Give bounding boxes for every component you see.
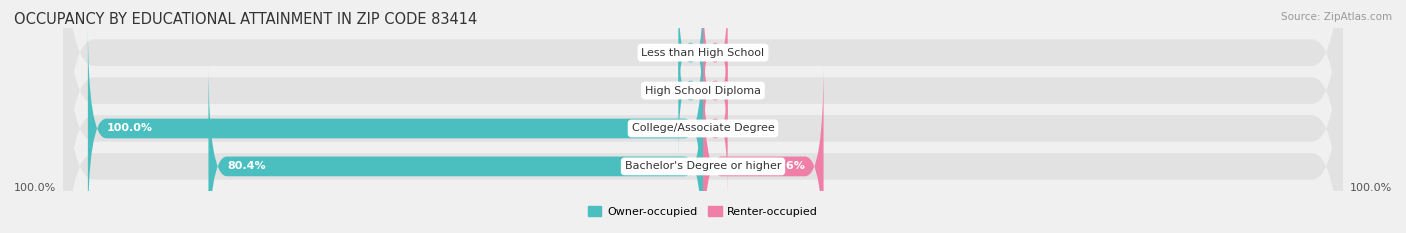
FancyBboxPatch shape <box>703 24 728 157</box>
FancyBboxPatch shape <box>63 0 1343 229</box>
Text: 100.0%: 100.0% <box>14 183 56 193</box>
Text: 80.4%: 80.4% <box>226 161 266 171</box>
Text: Source: ZipAtlas.com: Source: ZipAtlas.com <box>1281 12 1392 22</box>
Text: 100.0%: 100.0% <box>1350 183 1392 193</box>
FancyBboxPatch shape <box>63 0 1343 233</box>
FancyBboxPatch shape <box>703 0 728 119</box>
Text: 19.6%: 19.6% <box>766 161 806 171</box>
Text: 0.0%: 0.0% <box>641 48 669 58</box>
FancyBboxPatch shape <box>703 62 824 233</box>
Text: 0.0%: 0.0% <box>737 48 765 58</box>
FancyBboxPatch shape <box>703 62 728 195</box>
FancyBboxPatch shape <box>678 24 703 157</box>
FancyBboxPatch shape <box>63 0 1343 233</box>
Text: 0.0%: 0.0% <box>737 86 765 96</box>
Text: Bachelor's Degree or higher: Bachelor's Degree or higher <box>624 161 782 171</box>
FancyBboxPatch shape <box>87 24 703 232</box>
FancyBboxPatch shape <box>208 62 703 233</box>
Text: College/Associate Degree: College/Associate Degree <box>631 123 775 134</box>
Text: 100.0%: 100.0% <box>107 123 152 134</box>
Text: 0.0%: 0.0% <box>737 123 765 134</box>
Text: Less than High School: Less than High School <box>641 48 765 58</box>
Legend: Owner-occupied, Renter-occupied: Owner-occupied, Renter-occupied <box>583 202 823 221</box>
Text: High School Diploma: High School Diploma <box>645 86 761 96</box>
Text: 0.0%: 0.0% <box>641 86 669 96</box>
FancyBboxPatch shape <box>63 0 1343 233</box>
Text: OCCUPANCY BY EDUCATIONAL ATTAINMENT IN ZIP CODE 83414: OCCUPANCY BY EDUCATIONAL ATTAINMENT IN Z… <box>14 12 477 27</box>
FancyBboxPatch shape <box>678 0 703 119</box>
